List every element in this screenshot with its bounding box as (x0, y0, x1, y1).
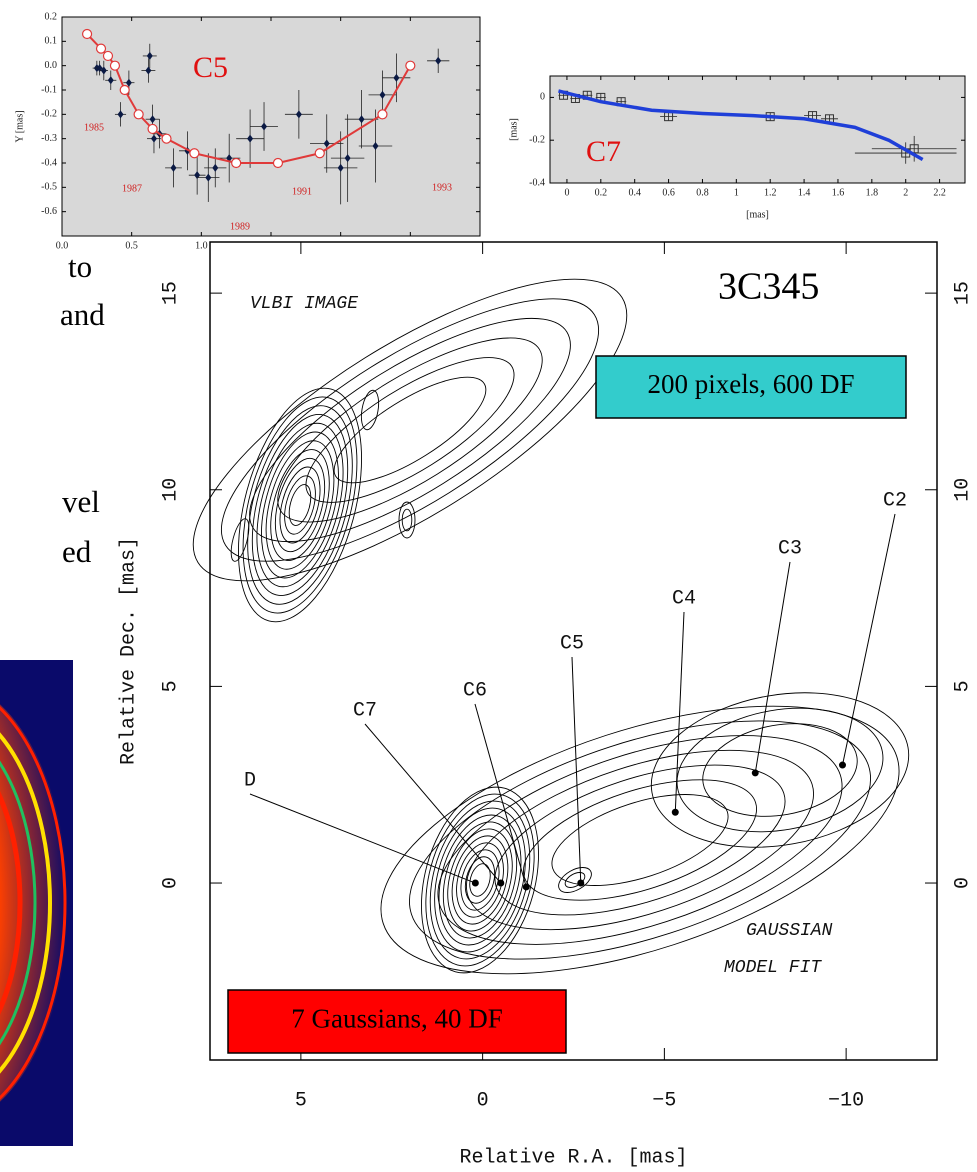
y-tick-label: 0 (951, 877, 974, 889)
annotation: C5 (193, 51, 228, 84)
year-label: 1993 (432, 182, 452, 193)
year-label: 1987 (122, 183, 142, 194)
point (103, 51, 112, 60)
annotation: GAUSSIAN (746, 921, 833, 941)
y-tick-label: -0.3 (41, 133, 57, 144)
x-tick-label: 2 (903, 187, 908, 198)
x-tick-label: 1.4 (798, 187, 811, 198)
point-label: C6 (463, 679, 487, 702)
y-tick-label: -0.4 (41, 157, 57, 168)
x-tick-label: 1.8 (866, 187, 879, 198)
point (406, 61, 415, 70)
point (162, 134, 171, 143)
y-tick-label: -0.1 (41, 84, 57, 95)
y-axis-label: Relative Dec. [mas] (117, 537, 140, 765)
annotation: MODEL FIT (724, 958, 822, 978)
x-tick-label: 1.6 (832, 187, 845, 198)
y-tick-label: -0.6 (41, 206, 57, 217)
x-tick-label: 1.0 (195, 240, 208, 251)
point-label: C3 (778, 537, 802, 560)
y-tick-label: -0.4 (529, 177, 545, 188)
annotation: VLBI IMAGE (250, 294, 358, 314)
y-tick-label: 10 (159, 478, 182, 502)
year-label: 1989 (230, 221, 250, 232)
point-label: C2 (883, 489, 907, 512)
annotation: C7 (586, 135, 621, 168)
y-tick-label: 10 (951, 478, 974, 502)
x-tick-label: 2.2 (933, 187, 946, 198)
x-tick-label: 0.4 (628, 187, 641, 198)
y-tick-label: 15 (951, 281, 974, 305)
point (148, 124, 157, 133)
x-tick-label: −10 (828, 1089, 864, 1112)
y-axis-label: [mas] (508, 118, 519, 141)
charts: 0.00.51.01.52.02.53.0-0.6-0.5-0.4-0.3-0.… (14, 11, 974, 1169)
y-tick-label: -0.2 (41, 109, 57, 120)
y-tick-label: 5 (159, 680, 182, 692)
point (378, 110, 387, 119)
x-tick-label: 1 (734, 187, 739, 198)
x-tick-label: 0.2 (595, 187, 608, 198)
point (190, 149, 199, 158)
point-label: C4 (672, 587, 696, 610)
label-box-text: 7 Gaussians, 40 DF (291, 1004, 503, 1034)
y-tick-label: 15 (159, 281, 182, 305)
chart-title: 3C345 (718, 266, 819, 308)
x-axis-label: Relative R.A. [mas] (459, 1146, 687, 1169)
y-tick-label: -0.2 (529, 134, 545, 145)
point (134, 110, 143, 119)
y-tick-label: 0.1 (45, 36, 58, 47)
text-fragment: to (68, 249, 92, 284)
year-label: 1991 (292, 186, 312, 197)
text-fragment: ed (62, 534, 92, 569)
y-tick-label: 0 (159, 877, 182, 889)
x-tick-label: 0.8 (696, 187, 709, 198)
x-tick-label: 0.5 (125, 240, 138, 251)
point (273, 159, 282, 168)
y-tick-label: -0.5 (41, 182, 57, 193)
y-tick-label: 0.2 (45, 11, 58, 22)
x-tick-label: 0.6 (662, 187, 675, 198)
y-tick-label: 0.0 (45, 60, 58, 71)
label-box-text: 200 pixels, 600 DF (647, 369, 854, 399)
slide: 0.00.51.01.52.02.53.0-0.6-0.5-0.4-0.3-0.… (0, 0, 977, 1172)
point (97, 44, 106, 53)
y-axis-label: Y [mas] (14, 110, 25, 142)
y-tick-label: 0 (540, 92, 545, 103)
point-label: D (244, 769, 256, 792)
point-label: C5 (560, 632, 584, 655)
text-fragment: and (60, 297, 105, 332)
year-label: 1985 (84, 122, 104, 133)
point (83, 30, 92, 39)
x-tick-label: 0.0 (56, 240, 69, 251)
text-fragment: vel (62, 484, 100, 519)
point (110, 61, 119, 70)
x-axis-label: [mas] (746, 209, 769, 220)
x-tick-label: 1.2 (764, 187, 777, 198)
simulation-image (0, 660, 73, 1146)
x-tick-label: 0 (477, 1089, 489, 1112)
x-tick-label: −5 (652, 1089, 676, 1112)
point (232, 159, 241, 168)
x-tick-label: 5 (295, 1089, 307, 1112)
y-tick-label: 5 (951, 680, 974, 692)
point (120, 86, 129, 95)
x-tick-label: 0 (564, 187, 569, 198)
point (315, 149, 324, 158)
point-label: C7 (353, 699, 377, 722)
